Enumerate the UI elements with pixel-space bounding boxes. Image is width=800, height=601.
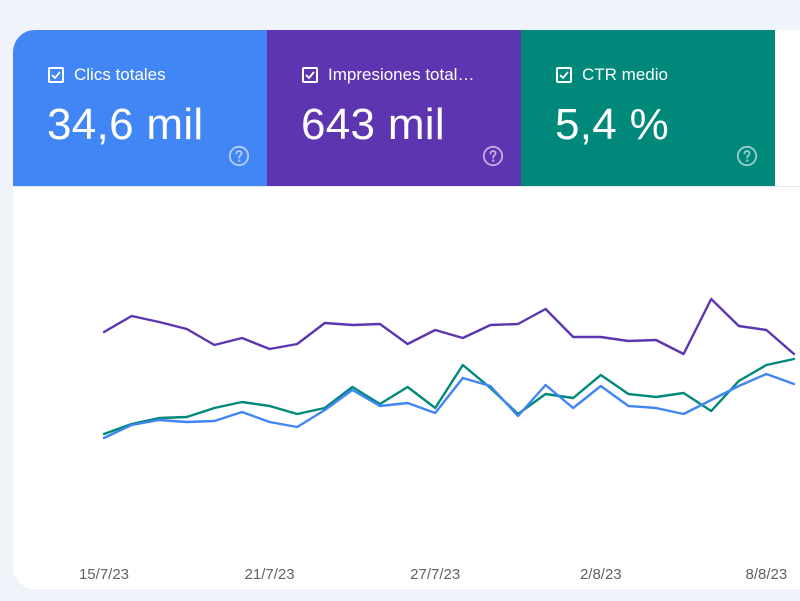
help-circle-icon[interactable] [228,145,250,167]
checkbox-checked-icon[interactable] [556,67,572,83]
checkbox-checked-icon[interactable] [302,67,318,83]
metric-label-row: Clics totales [48,65,166,85]
metric-tiles: Clics totales 34,6 mil Impresiones total… [13,30,800,187]
x-tick-label: 21/7/23 [245,566,295,583]
x-tick-label: 15/7/23 [79,566,129,583]
metric-label-row: Impresiones total… [302,65,474,85]
series-line-1[interactable] [102,357,796,436]
series-layer [102,297,796,440]
series-line-2[interactable] [102,372,796,440]
line-chart-area: 15/7/23 21/7/23 27/7/23 2/8/23 8/8/23 [13,187,800,589]
series-line-0[interactable] [102,297,796,356]
metric-label-impressions: Impresiones total… [328,65,475,84]
metric-tile-ctr[interactable]: CTR medio 5,4 % [521,30,775,186]
line-chart[interactable]: 15/7/23 21/7/23 27/7/23 2/8/23 8/8/23 [13,187,800,589]
x-axis-ticks: 15/7/23 21/7/23 27/7/23 2/8/23 8/8/23 [79,566,787,583]
metric-tile-impressions[interactable]: Impresiones total… 643 mil [267,30,521,186]
checkbox-checked-icon[interactable] [48,67,64,83]
metric-label-clicks: Clics totales [74,65,166,84]
metric-value-impressions: 643 mil [301,100,445,149]
metric-value-clicks: 34,6 mil [47,100,204,149]
metric-label-ctr: CTR medio [582,65,668,84]
x-tick-label: 8/8/23 [746,566,788,583]
x-tick-label: 2/8/23 [580,566,622,583]
metric-label-row: CTR medio [556,65,668,85]
help-circle-icon[interactable] [482,145,504,167]
metric-value-ctr: 5,4 % [555,100,670,149]
x-tick-label: 27/7/23 [410,566,460,583]
help-circle-icon[interactable] [736,145,758,167]
metric-tile-clicks[interactable]: Clics totales 34,6 mil [13,30,267,186]
performance-card: Clics totales 34,6 mil Impresiones total… [13,30,800,589]
